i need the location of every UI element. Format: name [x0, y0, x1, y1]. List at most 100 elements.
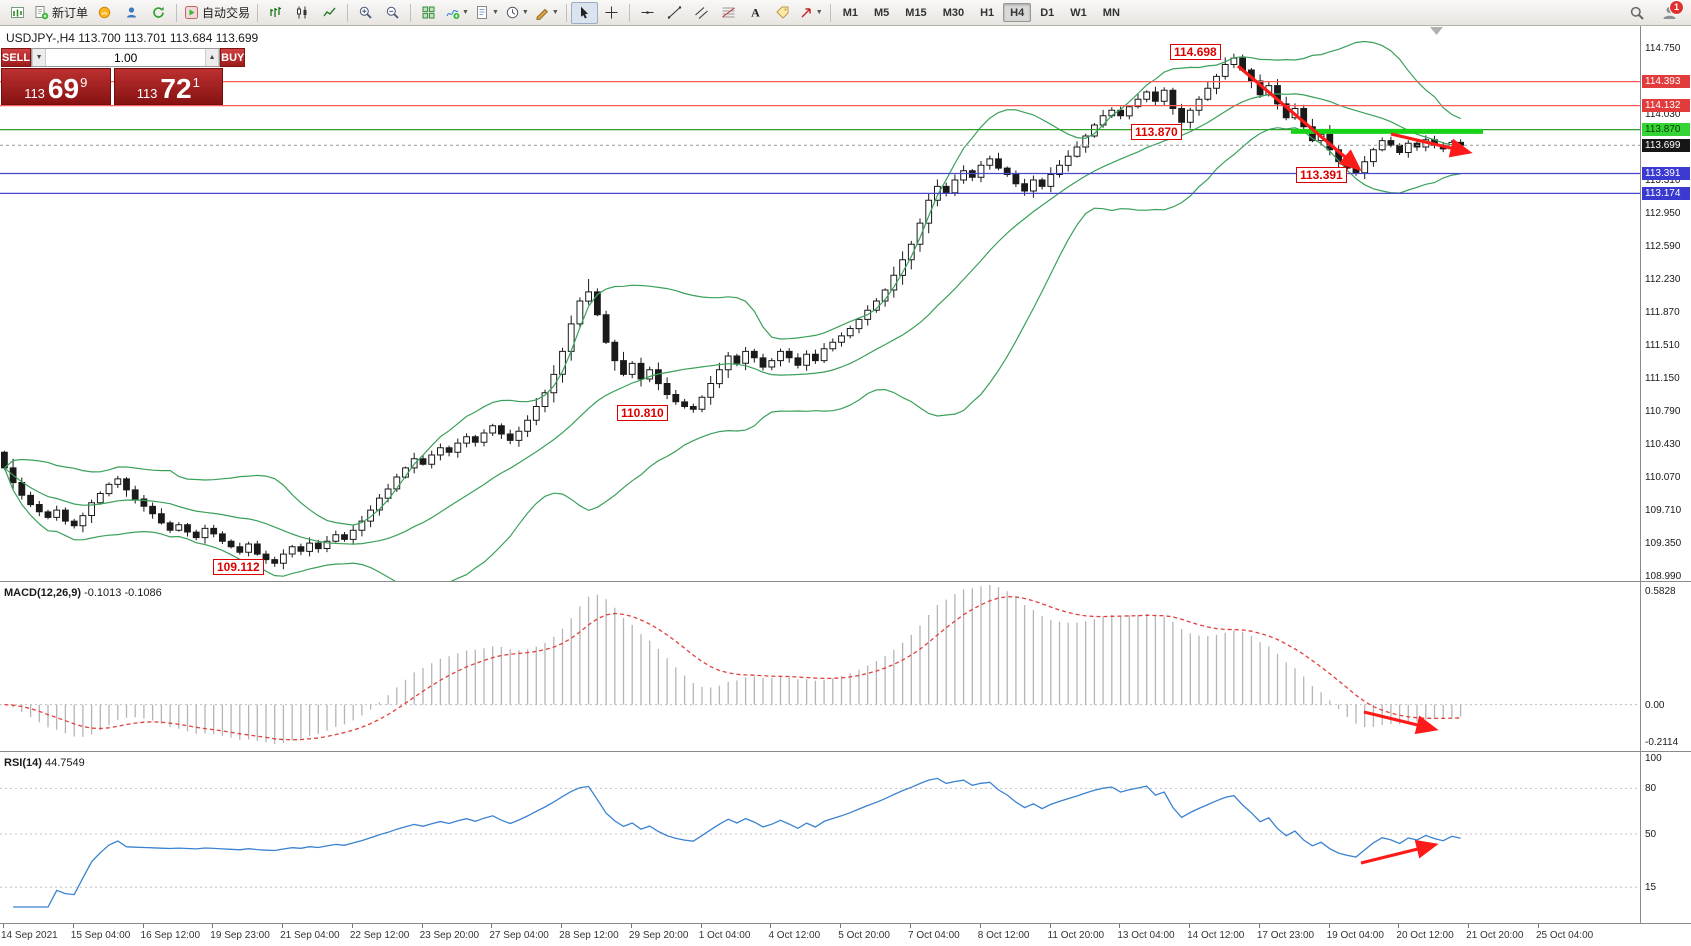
rsi-panel[interactable]: [0, 752, 1640, 923]
autotrading-button[interactable]: 自动交易: [181, 2, 253, 24]
price-callout[interactable]: 113.391: [1296, 167, 1347, 183]
dropdown-caret-icon: ▼: [462, 9, 469, 16]
indicators-icon: [446, 10, 460, 19]
time-label: 14 Oct 12:00: [1187, 930, 1245, 941]
indicators-button[interactable]: ▼: [442, 2, 472, 24]
user-button[interactable]: 1: [1656, 0, 1684, 24]
timeframe-M5[interactable]: M5: [867, 3, 896, 22]
text-tool-button[interactable]: A: [742, 2, 769, 24]
contacts-button[interactable]: [118, 2, 145, 24]
periods-clock-icon: [506, 6, 519, 19]
time-tick: [840, 924, 842, 928]
toolbar-right-group: 1: [1623, 0, 1684, 24]
price-tick: 110.070: [1645, 471, 1681, 483]
timeframe-H4[interactable]: H4: [1003, 3, 1032, 22]
time-label: 11 Oct 20:00: [1047, 930, 1105, 941]
price-tick: 111.150: [1645, 372, 1680, 384]
volume-down-button[interactable]: ▼: [32, 49, 47, 66]
timeframe-H1[interactable]: H1: [973, 3, 1001, 22]
tile-windows-button[interactable]: [415, 2, 442, 24]
timeframe-M30[interactable]: M30: [936, 3, 971, 22]
price-tick: 112.950: [1645, 207, 1681, 219]
new-order-label: 新订单: [52, 6, 89, 20]
time-tick: [282, 924, 284, 928]
symbol-ohlc-readout: USDJPY-,H4 113.700 113.701 113.684 113.6…: [6, 31, 259, 45]
toolbar-separator: [565, 3, 567, 22]
panel-divider[interactable]: [0, 751, 1691, 752]
ask-price-button[interactable]: 113 72 1: [113, 68, 223, 105]
macd-axis-label: 0.5828: [1645, 586, 1676, 597]
refresh-button[interactable]: [145, 2, 172, 24]
autotrading-label: 自动交易: [202, 6, 251, 20]
text-tool-icon: A: [751, 6, 760, 20]
time-label: 8 Oct 12:00: [977, 930, 1030, 941]
time-label: 27 Sep 04:00: [489, 930, 549, 941]
time-tick: [1049, 924, 1051, 928]
price-badge: 113.870: [1642, 123, 1690, 137]
sell-button[interactable]: SELL: [1, 48, 32, 67]
channel-button[interactable]: [688, 2, 715, 24]
svg-text:A: A: [751, 6, 760, 20]
zoom-out-button[interactable]: [379, 2, 406, 24]
time-tick: [1119, 924, 1121, 928]
timeframe-M1[interactable]: M1: [836, 3, 865, 22]
timeframe-D1[interactable]: D1: [1033, 3, 1061, 22]
price-badge: 113.699: [1642, 138, 1690, 152]
main-chart-panel[interactable]: [0, 26, 1640, 581]
chart-styles-button[interactable]: ▼: [532, 2, 562, 24]
timeframe-MN[interactable]: MN: [1096, 3, 1127, 22]
bar-chart-button[interactable]: [262, 2, 289, 24]
price-callout[interactable]: 109.112: [213, 559, 264, 575]
bar-chart-icon: [270, 7, 282, 17]
toolbar-separator: [628, 3, 630, 22]
templates-button[interactable]: ▼: [472, 2, 502, 24]
price-callout[interactable]: 110.810: [617, 405, 668, 421]
volume-input[interactable]: [46, 49, 206, 66]
price-tick: 114.750: [1645, 42, 1681, 54]
time-label: 13 Oct 04:00: [1117, 930, 1175, 941]
zoom-in-button[interactable]: [352, 2, 379, 24]
panel-divider[interactable]: [0, 581, 1691, 582]
time-label: 19 Sep 23:00: [210, 930, 270, 941]
community-button[interactable]: [91, 2, 118, 24]
time-label: 7 Oct 04:00: [908, 930, 960, 941]
dropdown-caret-icon: ▼: [551, 9, 559, 16]
timeframe-W1[interactable]: W1: [1063, 3, 1094, 22]
toolbar-separator: [176, 3, 178, 22]
search-button[interactable]: [1623, 2, 1650, 24]
chart-window-button[interactable]: [4, 2, 31, 24]
horizontal-line-button[interactable]: [634, 2, 661, 24]
timeframe-M15[interactable]: M15: [898, 3, 933, 22]
time-label: 23 Sep 20:00: [419, 930, 480, 941]
bid-price-button[interactable]: 113 69 9: [1, 68, 111, 105]
time-label: 29 Sep 20:00: [628, 930, 689, 941]
zoom-out-icon: [386, 6, 399, 19]
toolbar-separator: [347, 3, 349, 22]
line-chart-button[interactable]: [316, 2, 343, 24]
buy-button[interactable]: BUY: [220, 48, 246, 67]
price-axis[interactable]: 114.750 114.030 113.310 112.950 112.590 112.2…: [1640, 26, 1691, 923]
crosshair-button[interactable]: [598, 2, 625, 24]
time-label: 5 Oct 20:00: [838, 930, 890, 941]
toolbar-separator: [410, 3, 412, 22]
autotrading-icon: [185, 6, 199, 19]
bid-prefix: 113: [24, 85, 45, 101]
label-tool-button[interactable]: [769, 2, 796, 24]
fibonacci-button[interactable]: [715, 2, 742, 24]
price-tick: 109.350: [1645, 537, 1682, 549]
arrows-tool-button[interactable]: ▼: [796, 2, 826, 24]
candlestick-chart-button[interactable]: [289, 2, 316, 24]
rsi-axis-label: 50: [1645, 829, 1657, 840]
trendline-button[interactable]: [661, 2, 688, 24]
macd-panel[interactable]: [0, 582, 1640, 751]
cursor-button[interactable]: [570, 1, 598, 24]
periods-button[interactable]: ▼: [502, 2, 532, 24]
price-callout[interactable]: 113.870: [1131, 124, 1182, 140]
time-axis[interactable]: 14 Sep 2021 15 Sep 04:00 16 Sep 12:00 19 Se…: [0, 923, 1691, 946]
volume-up-button[interactable]: ▲: [205, 49, 220, 66]
dropdown-caret-icon: ▼: [815, 9, 823, 16]
new-order-button[interactable]: 新订单: [31, 2, 91, 24]
rsi-axis-label: 80: [1645, 783, 1657, 795]
price-callout[interactable]: 114.698: [1170, 44, 1221, 60]
